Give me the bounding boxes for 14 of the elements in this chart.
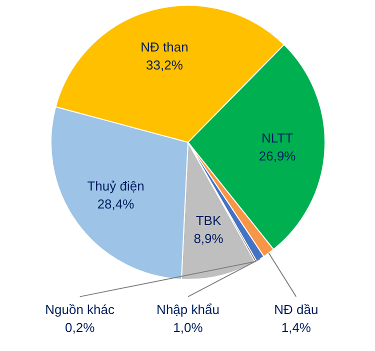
- data-label: 0,2%: [65, 320, 96, 335]
- slice-label: NĐ dầu: [274, 302, 318, 317]
- slice-label: TBK: [196, 212, 222, 228]
- data-label: 26,9%: [258, 148, 296, 164]
- slice-label: NĐ than: [140, 40, 188, 55]
- data-label: 28,4%: [97, 196, 135, 212]
- data-label: 1,4%: [281, 320, 312, 335]
- slice-label: Nguồn khác: [45, 302, 116, 317]
- data-label: 33,2%: [146, 58, 184, 73]
- slice-label: Nhập khẩu: [156, 302, 220, 317]
- slice-label: Thuỷ điện: [87, 178, 144, 194]
- data-label: 8,9%: [194, 230, 224, 246]
- slice-label: NLTT: [262, 130, 294, 146]
- data-label: 1,0%: [173, 320, 204, 335]
